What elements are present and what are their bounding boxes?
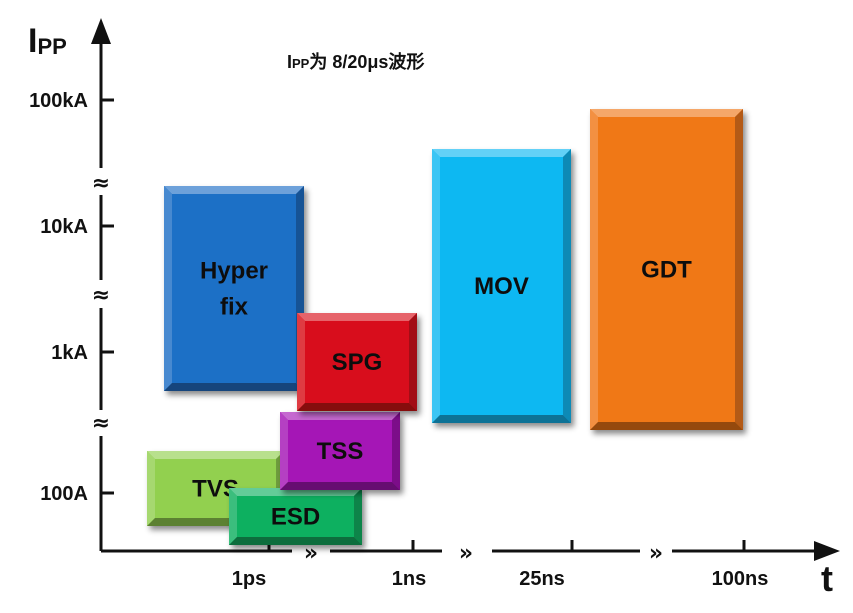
box-mov: MOV (432, 149, 571, 423)
x-tick-label: 25ns (519, 568, 565, 590)
box-bevel-right (409, 313, 417, 411)
box-face (305, 321, 409, 403)
y-axis-title-main: I (28, 22, 37, 60)
box-face (172, 194, 296, 383)
y-axis-title: IPP (28, 22, 67, 60)
note-sub: PP (292, 56, 310, 71)
chart-note: IPP为 8/20μs波形 (287, 51, 424, 72)
box-bevel-left (590, 109, 598, 430)
box-bevel-top (164, 186, 304, 194)
box-spg: SPG (297, 313, 417, 411)
box-hyper-fix: Hyper fix (164, 186, 304, 391)
box-bevel-left (164, 186, 172, 391)
x-tick-label: 1ns (392, 568, 426, 590)
box-bevel-left (432, 149, 440, 423)
y-tick-label: 10kA (40, 216, 88, 238)
x-axis-break-mark: » (304, 541, 318, 566)
y-axis-break-mark: ≈ (92, 411, 110, 436)
box-label: Hyper (200, 258, 268, 285)
y-tick-label: 100A (40, 483, 88, 505)
box-label: TSS (317, 438, 364, 465)
box-bevel-left (229, 488, 237, 545)
x-axis-title: t (821, 558, 833, 599)
box-bevel-top (297, 313, 417, 321)
x-tick-label: 100ns (712, 568, 769, 590)
box-face (440, 157, 563, 415)
axes: ≈ ≈ ≈ » » » (91, 18, 840, 566)
y-tick-label: 100kA (29, 90, 88, 112)
box-label: GDT (641, 257, 692, 284)
x-axis-arrow (814, 541, 840, 561)
box-bevel-left (297, 313, 305, 411)
box-bevel-left (147, 451, 155, 526)
x-axis-break-mark: » (649, 541, 663, 566)
box-bevel-top (147, 451, 284, 459)
box-bevel-right (735, 109, 743, 430)
box-label: ESD (271, 504, 320, 531)
box-bevel-bottom (164, 383, 304, 391)
box-esd: ESD (229, 488, 362, 545)
box-gdt: GDT (590, 109, 743, 430)
note-main: I (287, 52, 292, 72)
x-tick-label: 1ps (232, 568, 266, 590)
box-bevel-right (392, 412, 400, 490)
box-tss: TSS (280, 412, 400, 490)
box-bevel-bottom (297, 403, 417, 411)
box-bevel-left (280, 412, 288, 490)
x-axis-break-mark: » (459, 541, 473, 566)
y-axis-title-sub: PP (37, 34, 66, 59)
box-bevel-top (280, 412, 400, 420)
y-axis-break-mark: ≈ (92, 171, 110, 196)
note-rest: 为 8/20μs波形 (309, 51, 424, 72)
box-label: SPG (332, 349, 383, 376)
box-bevel-right (563, 149, 571, 423)
box-face (288, 420, 392, 482)
box-face (237, 496, 354, 537)
y-axis-break-mark: ≈ (92, 283, 110, 308)
box-bevel-bottom (432, 415, 571, 423)
y-tick-label: 1kA (51, 342, 88, 364)
box-bevel-bottom (229, 537, 362, 545)
box-bevel-bottom (590, 422, 743, 430)
box-label: MOV (474, 273, 529, 300)
y-axis-arrow (91, 18, 111, 44)
box-bevel-right (354, 488, 362, 545)
box-bevel-bottom (280, 482, 400, 490)
box-label: fix (220, 294, 249, 321)
box-bevel-top (432, 149, 571, 157)
box-face (598, 117, 735, 422)
box-bevel-top (590, 109, 743, 117)
